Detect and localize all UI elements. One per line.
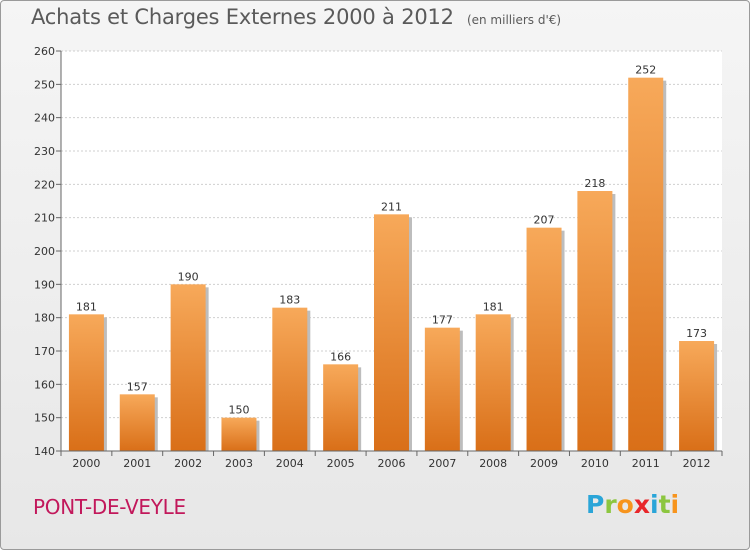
bars-layer: 181 157 190 150 183 166 211 177 181 207 218 252 173: [68, 64, 718, 452]
logo-letter: x: [633, 490, 650, 519]
logo-letter: i: [650, 490, 659, 519]
y-tick-label: 190: [34, 278, 55, 291]
axis-layer: 140 150 160 170 180 190 200 210 220 230 240 250 260 2…: [34, 45, 723, 470]
x-tick-label: 2003: [225, 457, 253, 470]
bar-2006: [374, 214, 409, 451]
chart-title: Achats et Charges Externes 2000 à 2012: [31, 5, 454, 29]
logo-letter: r: [604, 490, 617, 519]
x-tick-label: 2007: [428, 457, 456, 470]
logo-letter: i: [670, 490, 680, 519]
town-name: PONT-DE-VEYLE: [33, 495, 186, 519]
data-label: 183: [279, 294, 300, 307]
data-label: 190: [178, 270, 199, 283]
data-label: 157: [127, 380, 148, 393]
bar-2007: [424, 327, 460, 451]
data-label: 150: [228, 404, 249, 417]
x-tick-label: 2004: [276, 457, 304, 470]
bar-2004: [272, 307, 308, 451]
bar-2001: [119, 394, 155, 451]
x-tick-label: 2012: [683, 457, 711, 470]
x-tick-label: 2010: [581, 457, 609, 470]
y-tick-label: 260: [34, 45, 55, 58]
y-tick-label: 200: [34, 245, 55, 258]
data-label: 218: [584, 177, 605, 190]
x-tick-label: 2005: [327, 457, 355, 470]
x-tick-label: 2011: [632, 457, 660, 470]
bar-2000: [68, 314, 104, 451]
x-tick-label: 2009: [530, 457, 558, 470]
y-tick-label: 180: [34, 312, 55, 325]
bar-2003: [221, 417, 257, 451]
y-tick-label: 230: [34, 145, 55, 158]
data-label: 207: [534, 214, 555, 227]
data-label: 252: [635, 64, 656, 77]
data-label: 173: [686, 327, 707, 340]
title-row: Achats et Charges Externes 2000 à 2012 (…: [31, 5, 561, 29]
bar-2002: [170, 284, 206, 451]
y-tick-label: 240: [34, 112, 55, 125]
x-tick-label: 2006: [378, 457, 406, 470]
x-tick-label: 2000: [72, 457, 100, 470]
logo-letter: P: [586, 490, 605, 519]
data-label: 211: [381, 200, 402, 213]
bar-2009: [526, 227, 562, 451]
data-label: 177: [432, 314, 453, 327]
y-tick-label: 150: [34, 412, 55, 425]
x-tick-label: 2008: [479, 457, 507, 470]
y-tick-label: 220: [34, 178, 55, 191]
x-tick-label: 2002: [174, 457, 202, 470]
x-tick-label: 2001: [123, 457, 151, 470]
y-tick-label: 140: [34, 445, 55, 458]
proxiti-logo: Proxiti: [586, 490, 679, 519]
bar-2012: [679, 341, 715, 451]
y-tick-label: 210: [34, 212, 55, 225]
bar-2008: [475, 314, 511, 451]
y-tick-label: 170: [34, 345, 55, 358]
bar-2010: [577, 191, 613, 451]
logo-letter: t: [658, 490, 671, 519]
y-tick-label: 160: [34, 378, 55, 391]
data-label: 181: [483, 300, 504, 313]
data-label: 181: [76, 300, 97, 313]
bar-2005: [323, 364, 359, 451]
logo-letter: o: [616, 490, 634, 519]
chart-subtitle: (en milliers d'€): [466, 13, 562, 27]
data-label: 166: [330, 350, 351, 363]
y-tick-label: 250: [34, 78, 55, 91]
bar-2011: [628, 77, 664, 452]
